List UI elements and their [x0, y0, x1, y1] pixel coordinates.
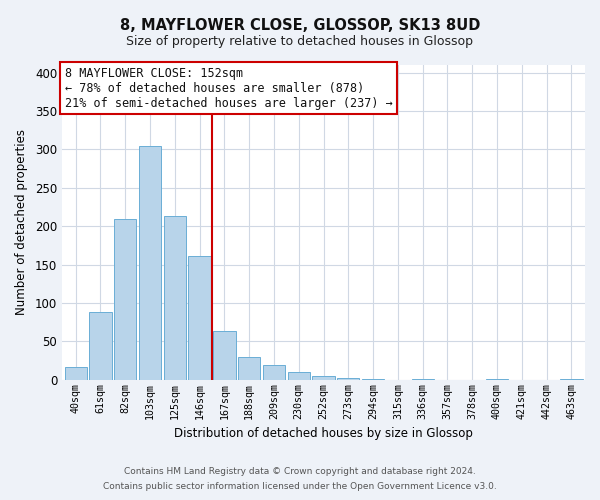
X-axis label: Distribution of detached houses by size in Glossop: Distribution of detached houses by size …: [174, 427, 473, 440]
Bar: [65, 367, 87, 380]
Bar: [89, 312, 112, 380]
Text: Contains HM Land Registry data © Crown copyright and database right 2024.: Contains HM Land Registry data © Crown c…: [124, 467, 476, 476]
Bar: [362, 379, 384, 380]
Bar: [114, 218, 136, 380]
Bar: [287, 372, 310, 380]
Y-axis label: Number of detached properties: Number of detached properties: [15, 130, 28, 316]
Bar: [238, 357, 260, 380]
Bar: [560, 379, 583, 380]
Text: 8 MAYFLOWER CLOSE: 152sqm
← 78% of detached houses are smaller (878)
21% of semi: 8 MAYFLOWER CLOSE: 152sqm ← 78% of detac…: [65, 66, 392, 110]
Bar: [412, 379, 434, 380]
Bar: [213, 330, 236, 380]
Text: 8, MAYFLOWER CLOSE, GLOSSOP, SK13 8UD: 8, MAYFLOWER CLOSE, GLOSSOP, SK13 8UD: [120, 18, 480, 32]
Bar: [188, 256, 211, 380]
Bar: [139, 146, 161, 380]
Text: Size of property relative to detached houses in Glossop: Size of property relative to detached ho…: [127, 35, 473, 48]
Bar: [313, 376, 335, 380]
Text: Contains public sector information licensed under the Open Government Licence v3: Contains public sector information licen…: [103, 482, 497, 491]
Bar: [486, 379, 508, 380]
Bar: [337, 378, 359, 380]
Bar: [164, 216, 186, 380]
Bar: [263, 364, 285, 380]
